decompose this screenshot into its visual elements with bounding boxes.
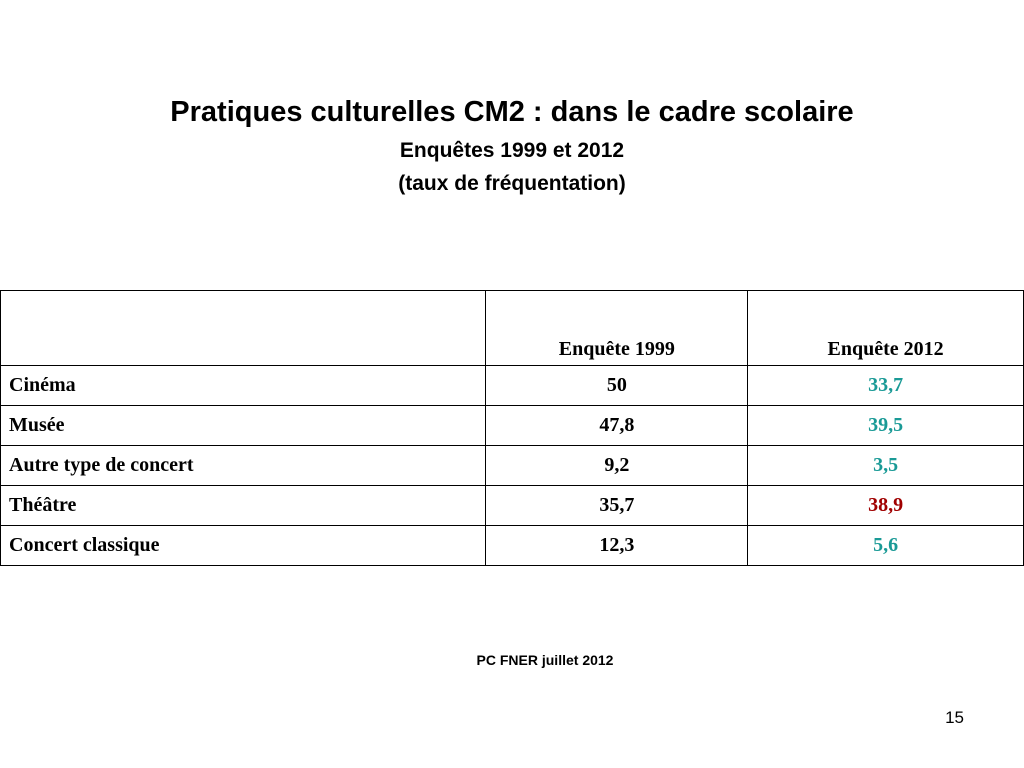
slide-title-block: Pratiques culturelles CM2 : dans le cadr… xyxy=(0,90,1024,200)
value-1999: 9,2 xyxy=(485,445,749,486)
table-header-row: Enquête 1999 Enquête 2012 xyxy=(0,290,1024,366)
row-label: Musée xyxy=(0,405,487,446)
attendance-table: Enquête 1999 Enquête 2012 Cinéma 50 33,7… xyxy=(0,290,1024,566)
table-row: Cinéma 50 33,7 xyxy=(0,365,1024,406)
value-1999: 35,7 xyxy=(485,485,749,526)
value-2012: 33,7 xyxy=(747,365,1024,406)
header-survey-2012: Enquête 2012 xyxy=(747,290,1024,366)
row-label: Autre type de concert xyxy=(0,445,487,486)
slide-subtitle-surveys: Enquêtes 1999 et 2012 xyxy=(399,139,625,162)
header-empty-cell xyxy=(0,290,487,366)
value-1999: 47,8 xyxy=(485,405,749,446)
page-number: 15 xyxy=(945,708,964,727)
value-1999: 12,3 xyxy=(485,525,749,566)
value-2012: 39,5 xyxy=(747,405,1024,446)
header-survey-1999: Enquête 1999 xyxy=(485,290,749,366)
value-2012: 5,6 xyxy=(747,525,1024,566)
table-row: Autre type de concert 9,2 3,5 xyxy=(0,445,1024,486)
value-2012: 38,9 xyxy=(747,485,1024,526)
row-label: Théâtre xyxy=(0,485,487,526)
slide-title: Pratiques culturelles CM2 : dans le cadr… xyxy=(170,96,854,128)
row-label: Cinéma xyxy=(0,365,487,406)
slide-subtitle-rate: (taux de fréquentation) xyxy=(398,172,626,195)
source-note: PC FNER juillet 2012 xyxy=(476,652,614,668)
table-row: Concert classique 12,3 5,6 xyxy=(0,525,1024,566)
row-label: Concert classique xyxy=(0,525,487,566)
table-row: Théâtre 35,7 38,9 xyxy=(0,485,1024,526)
value-1999: 50 xyxy=(485,365,749,406)
value-2012: 3,5 xyxy=(747,445,1024,486)
table-row: Musée 47,8 39,5 xyxy=(0,405,1024,446)
